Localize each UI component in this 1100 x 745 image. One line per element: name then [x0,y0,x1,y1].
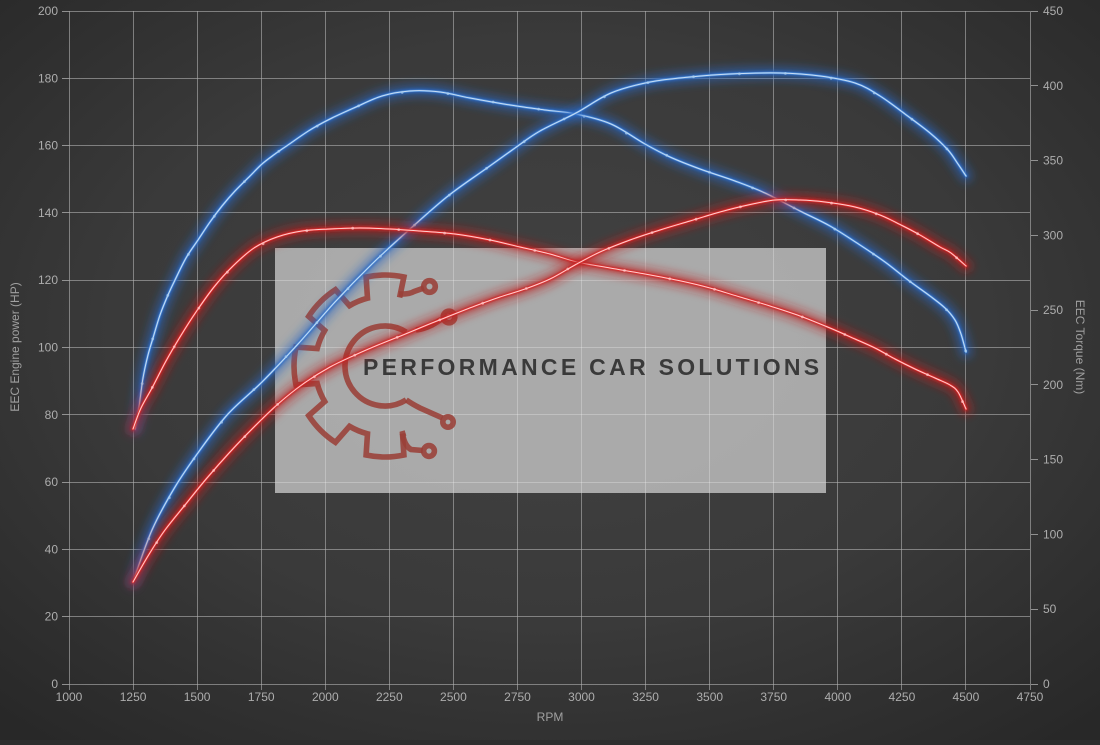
svg-text:450: 450 [1043,4,1063,18]
svg-text:140: 140 [38,206,58,220]
svg-text:RPM: RPM [537,710,564,724]
svg-text:100: 100 [38,341,58,355]
svg-text:200: 200 [1043,378,1063,392]
svg-text:300: 300 [1043,228,1063,242]
svg-text:3750: 3750 [760,690,787,704]
svg-text:2250: 2250 [376,690,403,704]
svg-text:4000: 4000 [824,690,851,704]
svg-text:0: 0 [51,677,58,691]
svg-text:250: 250 [1043,303,1063,317]
svg-text:3250: 3250 [632,690,659,704]
svg-text:4250: 4250 [889,690,916,704]
svg-text:60: 60 [45,475,59,489]
svg-text:EEC Torque (Nm): EEC Torque (Nm) [1073,300,1087,394]
svg-text:2000: 2000 [312,690,339,704]
svg-text:100: 100 [1043,527,1063,541]
svg-text:0: 0 [1043,677,1050,691]
svg-text:3000: 3000 [568,690,595,704]
svg-text:40: 40 [45,542,59,556]
svg-text:160: 160 [38,139,58,153]
svg-text:50: 50 [1043,602,1057,616]
svg-text:80: 80 [45,408,59,422]
svg-text:4500: 4500 [953,690,980,704]
svg-text:4750: 4750 [1017,690,1044,704]
svg-text:3500: 3500 [696,690,723,704]
svg-text:1500: 1500 [184,690,211,704]
svg-text:120: 120 [38,273,58,287]
svg-text:1750: 1750 [248,690,275,704]
svg-text:1250: 1250 [120,690,147,704]
svg-text:2750: 2750 [504,690,531,704]
svg-text:20: 20 [45,610,59,624]
svg-text:180: 180 [38,71,58,85]
svg-text:2500: 2500 [440,690,467,704]
svg-text:EEC Engine power (HP): EEC Engine power (HP) [8,282,22,411]
svg-text:150: 150 [1043,453,1063,467]
svg-text:PERFORMANCE CAR SOLUTIONS: PERFORMANCE CAR SOLUTIONS [363,354,822,380]
svg-text:200: 200 [38,4,58,18]
svg-text:350: 350 [1043,154,1063,168]
svg-text:400: 400 [1043,79,1063,93]
svg-text:1000: 1000 [56,690,83,704]
